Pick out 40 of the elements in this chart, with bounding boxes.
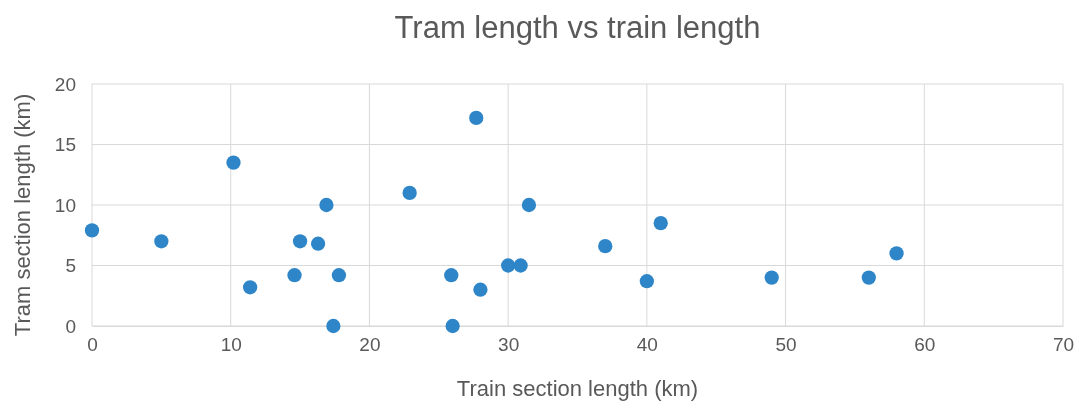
point <box>764 270 779 285</box>
y-tick-label: 5 <box>65 255 76 277</box>
point <box>469 110 484 125</box>
y-tick-label: 15 <box>54 134 76 156</box>
y-tick-label: 0 <box>65 315 76 337</box>
point <box>310 236 326 251</box>
point <box>444 268 459 283</box>
x-tick-label: 30 <box>498 334 520 356</box>
chart-title: Tram length vs train length <box>394 10 761 45</box>
point <box>319 197 334 213</box>
point <box>226 155 241 170</box>
point <box>326 318 341 334</box>
point <box>287 268 302 283</box>
point <box>598 239 613 254</box>
point <box>154 234 169 249</box>
x-axis-title: Train section length (km) <box>456 376 699 401</box>
x-tick-label: 10 <box>220 334 242 356</box>
point <box>331 268 347 283</box>
point <box>521 197 537 213</box>
x-tick-label: 20 <box>359 334 381 356</box>
x-tick-label: 40 <box>636 334 658 356</box>
x-tick-label: 50 <box>775 334 797 356</box>
point <box>292 234 308 249</box>
y-tick-label: 20 <box>54 73 76 95</box>
point <box>639 274 654 289</box>
point <box>445 318 460 334</box>
point <box>513 258 528 273</box>
point <box>243 280 258 295</box>
point <box>84 223 100 238</box>
x-tick-label: 70 <box>1052 334 1075 356</box>
y-axis-title: Tram section length (km) <box>10 93 35 337</box>
point <box>402 185 417 201</box>
point <box>653 216 668 231</box>
x-tick-label: 0 <box>87 334 98 356</box>
point <box>501 258 516 273</box>
point <box>861 270 876 285</box>
x-tick-label: 60 <box>914 334 936 356</box>
point <box>889 246 904 261</box>
point <box>473 282 488 297</box>
y-tick-label: 10 <box>54 194 76 216</box>
